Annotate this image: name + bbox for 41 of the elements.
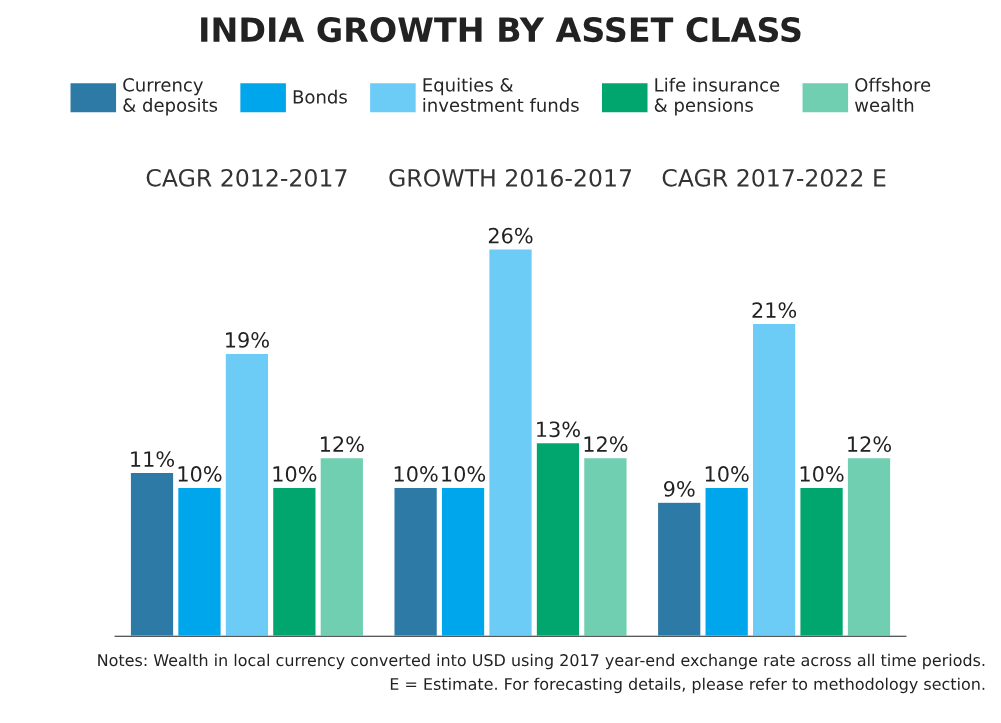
data-label: 13% <box>537 421 580 438</box>
chart-title: INDIA GROWTH BY ASSET CLASS <box>201 16 801 43</box>
data-label: 21% <box>752 302 797 318</box>
bar <box>271 486 317 637</box>
bar <box>704 486 750 637</box>
bar <box>751 322 797 637</box>
bar <box>656 501 702 637</box>
data-label: 11% <box>131 451 175 467</box>
data-label: 12% <box>584 436 628 453</box>
x-tick-label: CAGR 2012-2017 <box>146 168 347 187</box>
bar <box>176 486 222 637</box>
data-label: 10% <box>442 466 486 482</box>
data-label: 26% <box>488 227 533 244</box>
data-label: 10% <box>705 466 749 482</box>
legend-label: Equities & investment funds <box>423 77 579 112</box>
data-label: 19% <box>226 332 269 348</box>
bar <box>224 352 270 637</box>
x-tick-label: GROWTH 2016-2017 <box>389 168 631 187</box>
bar <box>440 486 486 637</box>
legend-label: Currency & deposits <box>123 78 218 116</box>
data-label: 10% <box>273 466 317 482</box>
legend-label: Life insurance & pensions <box>654 77 780 116</box>
bar <box>846 456 892 637</box>
legend-label: Offshore wealth <box>854 77 931 112</box>
data-label: 12% <box>320 436 364 453</box>
bar <box>129 471 175 637</box>
bar <box>393 486 439 637</box>
text: E = Estimate. For forecasting details, please refer to methodology section. <box>390 677 985 694</box>
bar <box>799 486 845 637</box>
bar <box>487 248 534 637</box>
bar <box>582 456 628 637</box>
legend-label: Bonds <box>293 89 347 104</box>
data-label: 10% <box>394 466 438 482</box>
data-label: 12% <box>848 436 891 453</box>
x-tick-label: CAGR 2017-2022 E <box>662 168 886 187</box>
text: Notes: Wealth in local currency converted into USD using 2017 year-end exchange rate across all time periods. <box>98 653 985 670</box>
bar <box>535 441 581 637</box>
bar <box>319 456 365 637</box>
data-label: 10% <box>800 466 844 482</box>
data-label: 10% <box>178 466 222 482</box>
data-label: 9% <box>664 480 695 497</box>
